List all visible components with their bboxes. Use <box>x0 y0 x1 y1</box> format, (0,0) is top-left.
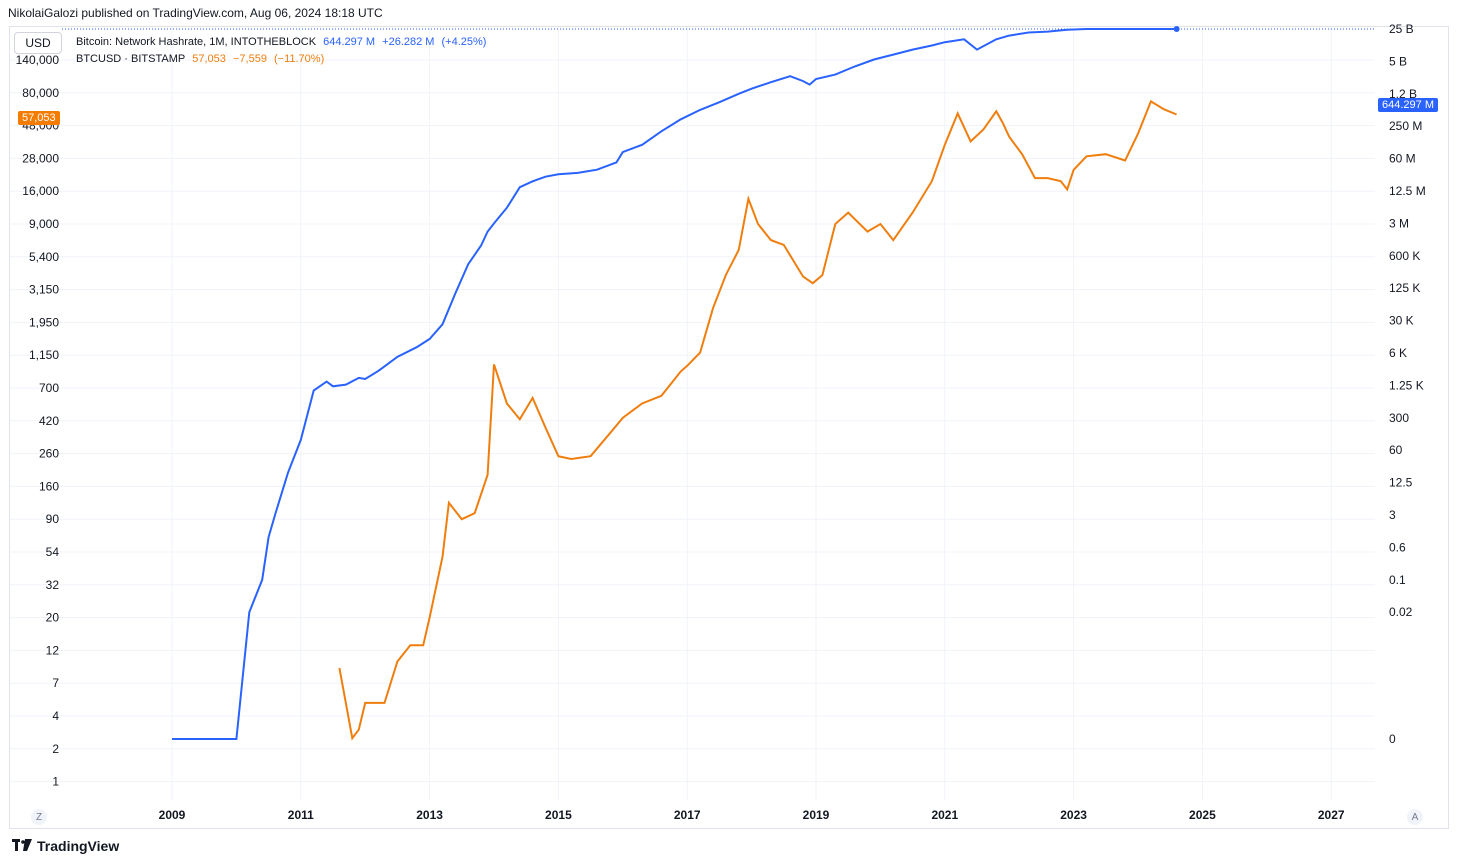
right-axis-tick-label: 12.5 <box>1389 476 1413 490</box>
right-axis-tick-label: 3 <box>1389 508 1396 522</box>
x-axis-tick-label: 2013 <box>416 808 443 822</box>
x-axis-tick-label: 2015 <box>545 808 572 822</box>
left-axis-tick-label: 1 <box>52 775 59 789</box>
legend-price-title: BTCUSD · BITSTAMP <box>76 53 186 65</box>
footer[interactable]: TradingView <box>12 838 119 854</box>
right-axis-tick-label: 300 <box>1389 411 1409 425</box>
left-axis-tick-label: 20 <box>46 611 60 625</box>
legend-hashrate-change-pct: (+4.25%) <box>441 36 487 48</box>
right-axis-tick-label: 1.25 K <box>1389 378 1424 392</box>
right-axis-tick-label: 600 K <box>1389 249 1420 263</box>
legend-hashrate[interactable]: Bitcoin: Network Hashrate, 1M, INTOTHEBL… <box>76 36 490 48</box>
right-axis-tick-label: 30 K <box>1389 314 1414 328</box>
left-axis-tick-label: 2 <box>52 742 59 756</box>
left-axis-tick-label: 28,000 <box>22 151 59 165</box>
legend-hashrate-value: 644.297 M <box>323 36 376 48</box>
right-axis-tick-label: 12.5 M <box>1389 184 1426 198</box>
right-axis-tick-label: 125 K <box>1389 281 1420 295</box>
left-axis-tick-label: 3,150 <box>29 283 59 297</box>
left-axis-tick-label: 1,950 <box>29 315 59 329</box>
left-axis-tick-label: 32 <box>46 578 60 592</box>
price-series-line <box>338 99 1177 741</box>
right-axis-tick-label: 0 <box>1389 732 1396 746</box>
x-axis-tick-label: 2027 <box>1318 808 1345 822</box>
right-axis-tick-label: 6 K <box>1389 346 1407 360</box>
left-axis: 140,00080,00048,00028,00016,0009,0005,40… <box>16 53 60 789</box>
x-axis-tick-label: 2021 <box>931 808 958 822</box>
right-axis-tick-label: 250 M <box>1389 119 1422 133</box>
right-axis-tick-label: 3 M <box>1389 216 1409 230</box>
publisher-line: NikolaiGalozi published on TradingView.c… <box>8 6 383 20</box>
left-axis-tick-label: 160 <box>39 479 59 493</box>
price-last-label: 57,053 <box>18 111 60 125</box>
left-axis-tick-label: 4 <box>52 709 59 723</box>
right-axis-tick-label: 25 B <box>1389 22 1414 36</box>
legend-price-value: 57,053 <box>192 53 226 65</box>
left-axis-tick-label: 5,400 <box>29 250 59 264</box>
right-axis-tick-label: 0.02 <box>1389 605 1413 619</box>
right-axis-tick-label: 1.2 B <box>1389 87 1417 101</box>
x-axis-tick-label: 2023 <box>1060 808 1087 822</box>
left-axis-tick-label: 90 <box>46 512 60 526</box>
legend-price-change: −7,559 <box>232 53 267 65</box>
x-axis-tick-label: 2019 <box>803 808 830 822</box>
left-axis-tick-label: 7 <box>52 676 59 690</box>
right-axis-tick-label: 5 B <box>1389 54 1407 68</box>
x-axis-tick-label: 2009 <box>159 808 186 822</box>
x-axis-tick-label: 2011 <box>288 808 314 822</box>
left-axis-tick-label: 140,000 <box>16 53 60 67</box>
chart-frame <box>9 26 1449 829</box>
legend-price-change-pct: (−11.70%) <box>274 53 325 65</box>
right-axis-tick-label: 0.1 <box>1389 573 1406 587</box>
left-axis-tick-label: 700 <box>39 381 59 395</box>
x-axis-tick-label: 2025 <box>1189 808 1216 822</box>
right-axis: 25 B 5 B 1.2 B 250 M 60 M 12.5 M 3 M 600 K 125 K… <box>1389 22 1426 746</box>
legend-price[interactable]: BTCUSD · BITSTAMP 57,053 −7,559 (−11.70%… <box>76 53 328 65</box>
hashrate-last-label: 644.297 M <box>1378 98 1438 112</box>
left-axis-tick-label: 16,000 <box>22 184 59 198</box>
zoom-z-button[interactable]: Z <box>31 809 47 825</box>
left-axis-tick-label: 420 <box>39 414 59 428</box>
legend-hashrate-change: +26.282 M <box>382 36 435 48</box>
legend-hashrate-title: Bitcoin: Network Hashrate, 1M, INTOTHEBL… <box>76 36 317 48</box>
currency-button[interactable]: USD <box>14 32 62 54</box>
right-axis-tick-label: 60 M <box>1389 152 1416 166</box>
x-axis: 2009 2011 2013 2015 2017 2019 2021 2023 2025 2027 <box>159 808 1345 822</box>
right-axis-tick-label: 60 <box>1389 443 1403 457</box>
left-axis-tick-label: 260 <box>39 447 59 461</box>
left-axis-tick-label: 9,000 <box>29 217 59 231</box>
left-axis-tick-label: 1,150 <box>29 348 59 362</box>
grid <box>10 27 1375 800</box>
auto-scale-button[interactable]: A <box>1407 809 1423 825</box>
tradingview-logo-icon <box>12 839 32 851</box>
right-axis-tick-label: 0.6 <box>1389 540 1406 554</box>
left-axis-tick-label: 12 <box>46 643 60 657</box>
left-axis-tick-label: 54 <box>46 545 60 559</box>
hashrate-last-point <box>1173 26 1180 32</box>
hashrate-series-line <box>172 28 1177 740</box>
left-axis-tick-label: 80,000 <box>22 86 59 100</box>
x-axis-tick-label: 2017 <box>674 808 701 822</box>
footer-brand: TradingView <box>37 838 120 854</box>
